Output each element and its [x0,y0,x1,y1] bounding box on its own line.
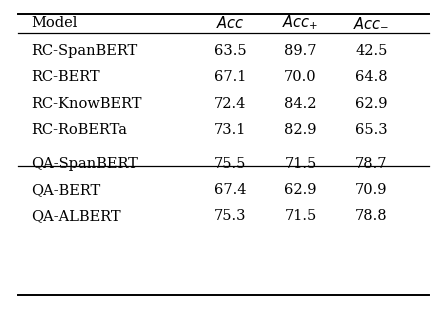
Text: $\mathit{Acc}_{+}$: $\mathit{Acc}_{+}$ [282,14,319,33]
Text: 70.0: 70.0 [284,70,317,84]
Text: 78.7: 78.7 [355,157,388,171]
Text: 75.3: 75.3 [213,210,246,223]
Text: 62.9: 62.9 [355,97,388,111]
Text: 71.5: 71.5 [285,210,316,223]
Text: 71.5: 71.5 [285,157,316,171]
Text: 73.1: 73.1 [213,123,246,137]
Text: RC-BERT: RC-BERT [31,70,99,84]
Text: QA-ALBERT: QA-ALBERT [31,210,121,223]
Text: 75.5: 75.5 [213,157,246,171]
Text: 63.5: 63.5 [213,44,246,58]
Text: QA-BERT: QA-BERT [31,183,100,197]
Text: 64.8: 64.8 [355,70,388,84]
Text: 67.4: 67.4 [213,183,246,197]
Text: $\mathit{Acc}$: $\mathit{Acc}$ [216,15,244,31]
Text: 62.9: 62.9 [284,183,317,197]
Text: $\mathit{Acc}_{-}$: $\mathit{Acc}_{-}$ [353,16,389,30]
Text: 67.1: 67.1 [213,70,246,84]
Text: 72.4: 72.4 [213,97,246,111]
Text: 70.9: 70.9 [355,183,388,197]
Text: 65.3: 65.3 [355,123,388,137]
Text: Model: Model [31,16,77,30]
Text: QA-SpanBERT: QA-SpanBERT [31,157,138,171]
Text: 82.9: 82.9 [284,123,317,137]
Text: 42.5: 42.5 [355,44,388,58]
Text: RC-SpanBERT: RC-SpanBERT [31,44,137,58]
Text: RC-KnowBERT: RC-KnowBERT [31,97,141,111]
Text: RC-RoBERTa: RC-RoBERTa [31,123,127,137]
Text: 84.2: 84.2 [284,97,317,111]
Text: 78.8: 78.8 [355,210,388,223]
Text: 89.7: 89.7 [284,44,317,58]
